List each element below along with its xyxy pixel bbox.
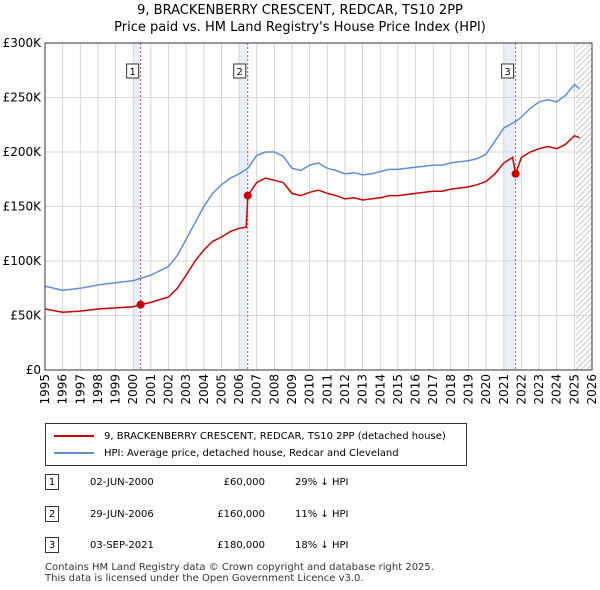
x-tick-label: 2005 [214, 374, 228, 405]
x-tick-label: 2023 [532, 374, 546, 405]
sale-date: 29-JUN-2006 [90, 508, 154, 520]
sale-label-text: 2 [237, 67, 243, 78]
x-tick-label: 1995 [38, 374, 52, 405]
x-tick-label: 2017 [426, 374, 440, 405]
price-chart: 1 2 3 £0 £50K £100K £150K £200K £250K £300K 1995 19… [3, 36, 599, 405]
legend-hpi-label: HPI: Average price, detached house, Redc… [104, 447, 399, 459]
sale-label-text: 3 [504, 67, 510, 78]
x-tick-label: 1997 [73, 374, 87, 405]
y-tick-label: £300K [3, 36, 43, 50]
x-tick-label: 2009 [285, 374, 299, 405]
x-tick-label: 2018 [444, 374, 458, 405]
x-tick-label: 2014 [373, 374, 387, 405]
x-tick-label: 1999 [109, 374, 123, 405]
sale-label-box [233, 63, 247, 79]
x-tick-label: 2025 [567, 374, 581, 405]
legend-property-swatch [54, 435, 94, 437]
sale-row: 3 03-SEP-2021 £180,000 18% ↓ HPI [45, 537, 348, 553]
x-tick-label: 2019 [461, 374, 475, 405]
footer-licence: This data is licensed under the Open Gov… [45, 573, 364, 584]
y-tick-label: £200K [3, 145, 43, 159]
footer-copyright: Contains HM Land Registry data © Crown c… [45, 562, 434, 573]
sale-date: 03-SEP-2021 [90, 539, 154, 551]
x-tick-label: 2010 [303, 374, 317, 405]
plot-frame [44, 42, 593, 371]
sale-point [511, 169, 520, 178]
x-tick-label: 2002 [162, 374, 176, 405]
legend-hpi-swatch [54, 452, 94, 454]
y-tick-label: £150K [3, 200, 43, 214]
y-tick-label: £250K [3, 91, 43, 105]
legend-item-property: 9, BRACKENBERRY CRESCENT, REDCAR, TS10 2… [54, 428, 446, 444]
sale-row: 1 02-JUN-2000 £60,000 29% ↓ HPI [45, 474, 348, 490]
legend-item-hpi: HPI: Average price, detached house, Redc… [54, 445, 399, 461]
sale-hpi-diff: 29% ↓ HPI [295, 476, 349, 488]
x-tick-label: 2016 [409, 374, 423, 405]
sale-point [243, 191, 252, 200]
x-tick-label: 2007 [250, 374, 264, 405]
sale-price: £180,000 [217, 539, 265, 551]
x-tick-label: 2008 [267, 374, 281, 405]
x-tick-label: 2012 [338, 374, 352, 405]
chart-subtitle: Price paid vs. HM Land Registry's House … [114, 20, 486, 35]
x-tick-label: 2020 [479, 374, 493, 405]
x-tick-label: 2022 [514, 374, 528, 405]
x-tick-label: 2015 [391, 374, 405, 405]
x-tick-label: 2021 [497, 374, 511, 405]
hpi-series-line [44, 83, 581, 292]
sale-price: £160,000 [217, 508, 265, 520]
x-tick-label: 2000 [126, 374, 140, 405]
sale-date: 02-JUN-2000 [90, 476, 154, 488]
x-tick-label: 2026 [585, 374, 599, 405]
y-tick-label: £0 [26, 363, 41, 377]
sale-row: 2 29-JUN-2006 £160,000 11% ↓ HPI [45, 506, 348, 522]
sale-hpi-diff: 18% ↓ HPI [295, 539, 349, 551]
x-tick-label: 2003 [179, 374, 193, 405]
x-tick-label: 2024 [550, 374, 564, 405]
sale-label-box [501, 63, 515, 79]
sale-number-badge: 2 [45, 506, 59, 522]
sale-label-text: 1 [129, 67, 135, 78]
x-tick-label: 2001 [144, 374, 158, 405]
x-tick-label: 1996 [56, 374, 70, 405]
x-tick-label: 2011 [320, 374, 334, 405]
x-tick-label: 2006 [232, 374, 246, 405]
y-tick-label: £100K [3, 254, 43, 268]
sale-point [136, 300, 145, 309]
sale-price: £60,000 [223, 476, 265, 488]
property-series-line [44, 134, 580, 313]
x-tick-label: 1998 [91, 374, 105, 405]
sale-label-box [126, 63, 140, 79]
sale-hpi-diff: 11% ↓ HPI [295, 508, 349, 520]
legend: 9, BRACKENBERRY CRESCENT, REDCAR, TS10 2… [45, 423, 467, 466]
sale-number-badge: 3 [45, 537, 59, 553]
chart-title: 9, BRACKENBERRY CRESCENT, REDCAR, TS10 2… [137, 3, 463, 18]
x-tick-label: 2013 [356, 374, 370, 405]
y-tick-label: £50K [10, 309, 42, 323]
x-tick-label: 2004 [197, 374, 211, 405]
legend-property-label: 9, BRACKENBERRY CRESCENT, REDCAR, TS10 2… [104, 430, 446, 442]
sale-number-badge: 1 [45, 474, 59, 490]
